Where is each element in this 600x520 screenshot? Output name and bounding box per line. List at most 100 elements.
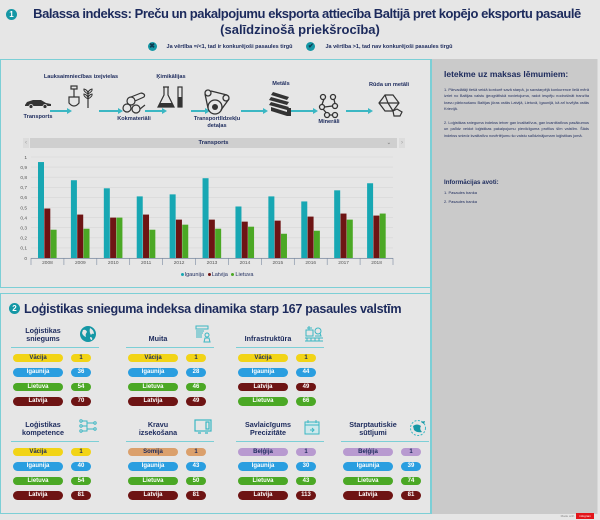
ranking-row: Lietuva 66 [236,397,324,408]
bar-latvija-2018[interactable] [373,215,380,258]
selector-next-button[interactable]: › [399,138,405,148]
card-header: Kravu izsekošana [126,418,214,442]
x-tick-label: 2017 [338,260,349,266]
legend-label[interactable]: Latvija [211,272,228,278]
flow-node-agriculture[interactable]: Lauksaimniecības izejvielas [36,74,126,109]
y-tick-label: 0,9 [20,165,27,171]
bar-latvija-2010[interactable] [110,217,117,258]
flow-node-metal[interactable]: Metāls [261,81,301,117]
rank-pill: 44 [296,368,316,377]
y-tick-label: 0,1 [20,246,27,252]
flow-node-minerals[interactable]: Minerāli [309,93,349,126]
ranking-row: Igaunija 40 [11,462,99,473]
selector-prev-button[interactable]: ‹ [23,138,29,148]
bar-lietuva-2017[interactable] [346,219,353,258]
country-pill: Somija [128,447,178,456]
bar-lietuva-2018[interactable] [379,213,386,258]
card-header: Starptautiskie sūtījumi [341,418,429,442]
flow-node-chemicals[interactable]: Ķimikālijas [151,74,191,110]
flow-node-transports[interactable]: Transports [18,97,58,121]
bar-latvija-2012[interactable] [175,219,182,258]
x-tick-label: 2015 [272,260,283,266]
y-tick-label: 0,2 [20,236,27,242]
country-pill: Latvija [128,491,178,500]
flow-node-vehicle-parts[interactable]: Transportlīdzekļu detaļas [187,88,247,130]
bar-latvija-2015[interactable] [274,220,281,258]
bar-igaunija-2017[interactable] [334,190,341,258]
x-circle-icon: ✖ [147,42,157,51]
y-tick-label: 1 [24,155,27,161]
bar-latvija-2008[interactable] [44,208,51,258]
category-selector[interactable]: Transports ⌄ [30,138,397,148]
flow-node-ore-metals[interactable]: Rūda un metāli [359,82,419,118]
rank-pill: 50 [186,476,206,485]
country-pill: Latvija [343,491,393,500]
source-item: 1. Pasaules banka [444,190,477,196]
bar-lietuva-2012[interactable] [182,224,189,258]
ranking-row: Beļģija 1 [236,447,324,459]
bar-latvija-2013[interactable] [208,219,215,258]
bar-lietuva-2014[interactable] [248,226,255,258]
flow-arrow [191,108,210,113]
title-line-2: (salīdzinošā priekšrocība) [220,22,380,37]
bar-latvija-2009[interactable] [77,214,84,258]
flow-arrow [291,108,318,113]
made-with-badge[interactable]: Made with infogram [561,513,594,519]
country-pill: Vācija [13,447,63,456]
bar-lietuva-2011[interactable] [149,229,156,258]
country-pill: Latvija [13,397,63,406]
country-pill: Igaunija [343,462,393,471]
card-title: Starptautiskie sūtījumi [349,420,397,437]
bar-igaunija-2009[interactable] [70,180,77,258]
bar-igaunija-2015[interactable] [268,196,275,258]
flow-node-timber[interactable]: Kokmateriāli [109,91,159,123]
x-tick-label: 2010 [108,260,119,266]
card-header: Infrastruktūra [236,324,324,348]
x-tick-label: 2018 [371,260,382,266]
bar-latvija-2011[interactable] [143,214,150,258]
bar-lietuva-2008[interactable] [50,229,57,258]
title-line-1: Balassa indekss: Preču un pakalpojumu ek… [33,6,581,21]
country-pill: Lietuva [238,397,288,406]
bar-igaunija-2014[interactable] [235,206,242,258]
selector-value: Transports [198,140,229,146]
legend-label[interactable]: Lietuva [235,272,254,278]
country-pill: Vācija [128,353,178,362]
bar-lietuva-2013[interactable] [215,228,222,258]
ranking-row: Vācija 1 [11,353,99,365]
bar-lietuva-2015[interactable] [280,233,287,258]
ore-icon [378,94,403,117]
x-tick-label: 2009 [75,260,86,266]
bar-igaunija-2013[interactable] [202,178,209,258]
country-pill: Lietuva [343,476,393,485]
bar-lietuva-2009[interactable] [83,228,90,258]
lpi-card: Muita Vācija 1 Igaunija 28 Lietuva 46 Latvija 49 [126,324,214,408]
legend-dot-igaunija [180,273,184,277]
rank-pill: 43 [296,476,316,485]
card-header: Loģistikas sniegums [11,324,99,348]
bar-lietuva-2010[interactable] [116,217,123,258]
country-pill: Latvija [128,397,178,406]
ranking-row: Igaunija 30 [236,462,324,473]
rank-pill: 49 [296,382,316,391]
ranking-row: Igaunija 44 [236,368,324,379]
bar-igaunija-2018[interactable] [367,183,374,258]
bar-igaunija-2011[interactable] [136,196,143,258]
country-pill: Igaunija [128,368,178,377]
legend-label[interactable]: Igaunija [184,272,205,278]
bar-igaunija-2008[interactable] [38,162,45,258]
section-number-badge: 2 [9,303,20,315]
rank-pill: 54 [71,382,91,391]
bar-igaunija-2010[interactable] [103,188,110,258]
bar-lietuva-2016[interactable] [313,230,320,258]
bar-latvija-2014[interactable] [241,221,248,258]
legend-dot-latvija [207,273,211,277]
check-circle-icon: ✔ [306,42,316,51]
bar-chart: 0 0,1 0,2 0,3 0,4 0,5 0,6 0,7 0,8 0,9 1 2008 2009 201… [20,155,394,266]
flask-icon [157,86,183,108]
bar-igaunija-2016[interactable] [301,201,308,258]
bar-latvija-2016[interactable] [307,216,314,258]
bar-igaunija-2012[interactable] [169,194,176,258]
sidebar-paragraph: 1. Pārvadātāji tiešā veidā konkurē savā … [444,87,589,111]
bar-latvija-2017[interactable] [340,213,347,258]
